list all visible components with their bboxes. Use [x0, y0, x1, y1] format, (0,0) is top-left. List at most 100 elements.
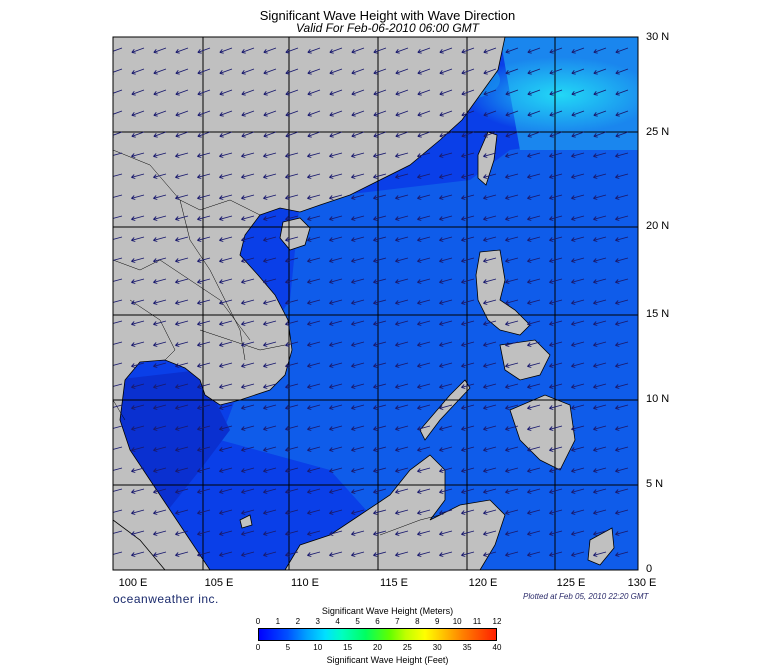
wave-arrow: [483, 152, 497, 158]
wave-arrow: [395, 68, 409, 75]
colorbar-meters-tick: 9: [435, 617, 440, 626]
wave-arrow: [329, 215, 343, 221]
wave-field-mid: [220, 130, 638, 570]
wave-arrow: [153, 68, 167, 75]
wave-arrow: [219, 551, 233, 557]
wave-arrow: [329, 509, 343, 515]
wave-arrow: [219, 47, 233, 54]
wave-arrow: [417, 446, 431, 452]
wave-arrow: [373, 320, 387, 326]
wave-arrow: [549, 299, 563, 305]
wave-arrow: [395, 341, 409, 347]
lat-label-20n: 20 N: [646, 220, 670, 232]
wave-arrow: [307, 47, 321, 54]
wave-arrow: [505, 467, 519, 473]
wave-arrow: [483, 278, 497, 284]
wave-arrow: [461, 236, 475, 242]
wave-arrow: [593, 530, 607, 536]
wave-arrow: [241, 404, 255, 410]
wave-arrow: [113, 446, 123, 452]
wave-arrow: [505, 509, 519, 515]
wave-arrow: [373, 236, 387, 242]
wave-arrow: [241, 362, 255, 368]
wave-arrow: [439, 341, 453, 347]
wave-arrow: [241, 425, 255, 431]
wave-arrow: [615, 383, 629, 389]
wave-arrow: [175, 215, 189, 221]
wave-arrow: [527, 68, 541, 75]
wave-arrow: [395, 320, 409, 326]
wave-arrow: [175, 68, 189, 75]
wave-arrow: [439, 488, 453, 494]
wave-arrow: [329, 551, 343, 557]
wave-arrow: [615, 299, 629, 305]
wave-arrow: [505, 383, 519, 389]
wave-arrow: [593, 68, 607, 75]
wave-arrow: [263, 173, 277, 179]
wave-arrow: [285, 89, 299, 96]
wave-arrow: [527, 467, 541, 473]
wave-arrow: [197, 425, 211, 431]
colorbar-meters-tick: 6: [375, 617, 380, 626]
wave-arrow: [483, 110, 497, 117]
wave-arrow: [417, 320, 431, 326]
wave-arrow: [153, 383, 167, 389]
wave-arrow: [131, 467, 145, 473]
wave-arrow: [131, 194, 145, 200]
wave-arrow: [527, 257, 541, 263]
wave-arrow: [219, 89, 233, 96]
wave-arrow: [439, 236, 453, 242]
wave-arrow: [571, 47, 585, 54]
wave-arrow: [153, 278, 167, 284]
wave-arrow: [549, 425, 563, 431]
wave-arrow: [285, 404, 299, 410]
wave-arrow: [113, 383, 123, 389]
wave-arrow: [571, 89, 585, 96]
wave-arrow: [263, 131, 277, 138]
wave-arrow: [307, 362, 321, 368]
wave-arrow: [483, 488, 497, 494]
wave-arrow: [439, 89, 453, 96]
wave-arrow: [417, 488, 431, 494]
lon-label-100e: 100 E: [118, 577, 148, 589]
wave-arrow: [549, 68, 563, 75]
colorbar-meters-tick: 8: [415, 617, 420, 626]
wave-arrow: [593, 467, 607, 473]
wave-arrow: [571, 509, 585, 515]
wave-arrow: [113, 299, 123, 305]
wave-arrow: [329, 299, 343, 305]
wave-arrow: [113, 509, 123, 515]
mindanao: [509, 394, 576, 471]
wave-arrow: [175, 194, 189, 200]
wave-arrow: [571, 362, 585, 368]
wave-arrow: [153, 320, 167, 326]
wave-arrow: [285, 320, 299, 326]
wave-arrow: [241, 47, 255, 54]
wave-arrow: [219, 467, 233, 473]
wave-arrow: [593, 383, 607, 389]
wave-arrow: [373, 404, 387, 410]
wave-arrow: [373, 68, 387, 75]
wave-arrow: [373, 131, 387, 138]
wave-arrow: [461, 446, 475, 452]
wave-arrow: [285, 425, 299, 431]
wave-arrow: [439, 383, 453, 389]
wave-arrow: [483, 362, 497, 368]
wave-arrow: [175, 530, 189, 536]
wave-arrow: [461, 194, 475, 200]
wave-arrow: [285, 194, 299, 200]
wave-arrow: [395, 131, 409, 138]
wave-arrow: [571, 467, 585, 473]
wave-arrow: [329, 131, 343, 138]
wave-arrow: [483, 467, 497, 473]
wave-arrow: [527, 299, 541, 305]
wave-arrow: [307, 236, 321, 242]
wave-arrow: [329, 320, 343, 326]
wave-arrow: [395, 215, 409, 221]
wave-arrow: [439, 173, 453, 179]
wave-arrow: [461, 152, 475, 158]
wave-arrow: [461, 89, 475, 96]
wave-arrow: [439, 47, 453, 54]
wave-arrow: [131, 446, 145, 452]
wave-arrow: [241, 299, 255, 305]
